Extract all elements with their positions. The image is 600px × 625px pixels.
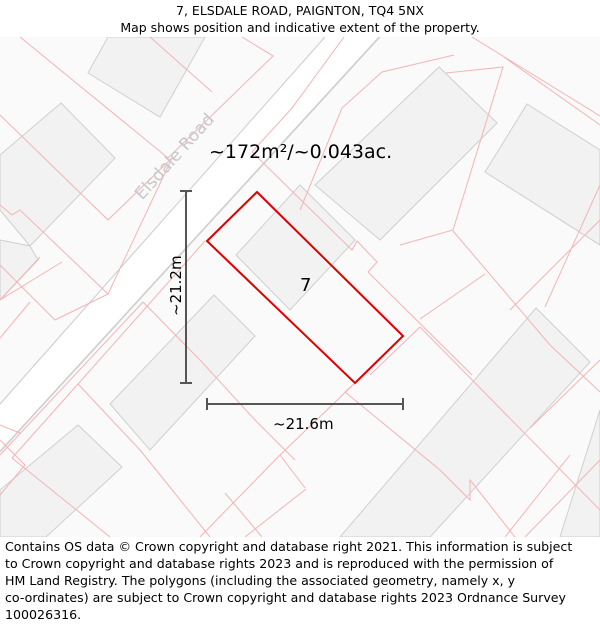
copyright-line: HM Land Registry. The polygons (includin… xyxy=(5,573,516,588)
parcel-line xyxy=(244,488,307,537)
parcel-line xyxy=(399,66,504,246)
building xyxy=(0,102,116,247)
parcel-line xyxy=(251,151,473,376)
parcel-line xyxy=(142,301,296,461)
road-edge-lower-line xyxy=(0,37,380,452)
road-edge-lower xyxy=(0,37,381,453)
plot-number-label: 7 xyxy=(300,275,312,296)
parcel-line xyxy=(503,56,600,126)
horizontal-measure-label: ~21.6m xyxy=(273,415,334,433)
property-address-title: 7, ELSDALE ROAD, PAIGNTON, TQ4 5NX xyxy=(176,3,424,18)
parcel-boundaries xyxy=(0,37,600,537)
parcel-line xyxy=(0,424,21,434)
vertical-measure-cap-bottom xyxy=(180,382,192,384)
vertical-measure-label: ~21.2m xyxy=(167,255,185,316)
copyright-notice: Contains OS data © Crown copyright and d… xyxy=(5,538,597,623)
parcel-line xyxy=(11,457,111,537)
parcel-line xyxy=(224,492,263,537)
parcel-line xyxy=(299,54,455,211)
copyright-line: co-ordinates) are subject to Crown copyr… xyxy=(5,590,566,605)
parcel-line xyxy=(0,256,41,301)
parcel-line xyxy=(419,273,486,320)
parcel-line xyxy=(544,184,600,308)
parcel-line xyxy=(0,439,26,496)
parcel-line xyxy=(149,37,213,93)
parcel-line xyxy=(251,37,345,153)
vertical-measure-cap-top xyxy=(180,190,192,192)
map-header: 7, ELSDALE ROAD, PAIGNTON, TQ4 5NX Map s… xyxy=(0,0,600,37)
map-canvas xyxy=(0,37,600,537)
building xyxy=(339,307,591,537)
area-label: ~172m²/~0.043ac. xyxy=(209,141,393,163)
building xyxy=(87,37,206,118)
building xyxy=(109,294,256,451)
parcel-line xyxy=(0,264,109,321)
building xyxy=(484,103,600,246)
vertical-measure-bar xyxy=(185,191,187,383)
parcel-line xyxy=(419,326,600,511)
parcel-line xyxy=(471,37,600,117)
parcel-line xyxy=(19,37,274,159)
parcel-line xyxy=(0,157,173,295)
parcel-line xyxy=(504,454,571,537)
parcel-line xyxy=(344,382,516,537)
parcel-line xyxy=(77,383,211,537)
building xyxy=(235,184,356,311)
horizontal-measure-cap-left xyxy=(206,398,208,410)
property-map[interactable]: Elsdale Road ~172m²/~0.043ac. 7 ~21.2m ~… xyxy=(0,37,600,537)
horizontal-measure-cap-right xyxy=(402,398,404,410)
buildings-layer xyxy=(0,37,600,537)
parcel-line xyxy=(0,301,31,339)
copyright-line: Contains OS data © Crown copyright and d… xyxy=(5,539,573,554)
parcel-line xyxy=(279,454,306,489)
property-boundary[interactable] xyxy=(205,190,405,385)
horizontal-measure-bar xyxy=(207,403,403,405)
copyright-line: 100026316. xyxy=(5,607,82,622)
parcel-line xyxy=(369,326,421,376)
copyright-line: to Crown copyright and database rights 2… xyxy=(5,556,554,571)
parcel-line xyxy=(509,219,600,311)
parcel-line xyxy=(0,301,144,456)
parcel-line xyxy=(0,114,173,221)
map-subtitle: Map shows position and indicative extent… xyxy=(120,20,480,35)
parcel-line xyxy=(529,359,600,429)
building xyxy=(559,409,600,537)
parcel-line xyxy=(524,459,600,537)
building xyxy=(314,66,498,241)
road-edge-upper-line xyxy=(0,37,326,405)
building xyxy=(0,239,39,301)
parcel-line xyxy=(0,261,63,301)
